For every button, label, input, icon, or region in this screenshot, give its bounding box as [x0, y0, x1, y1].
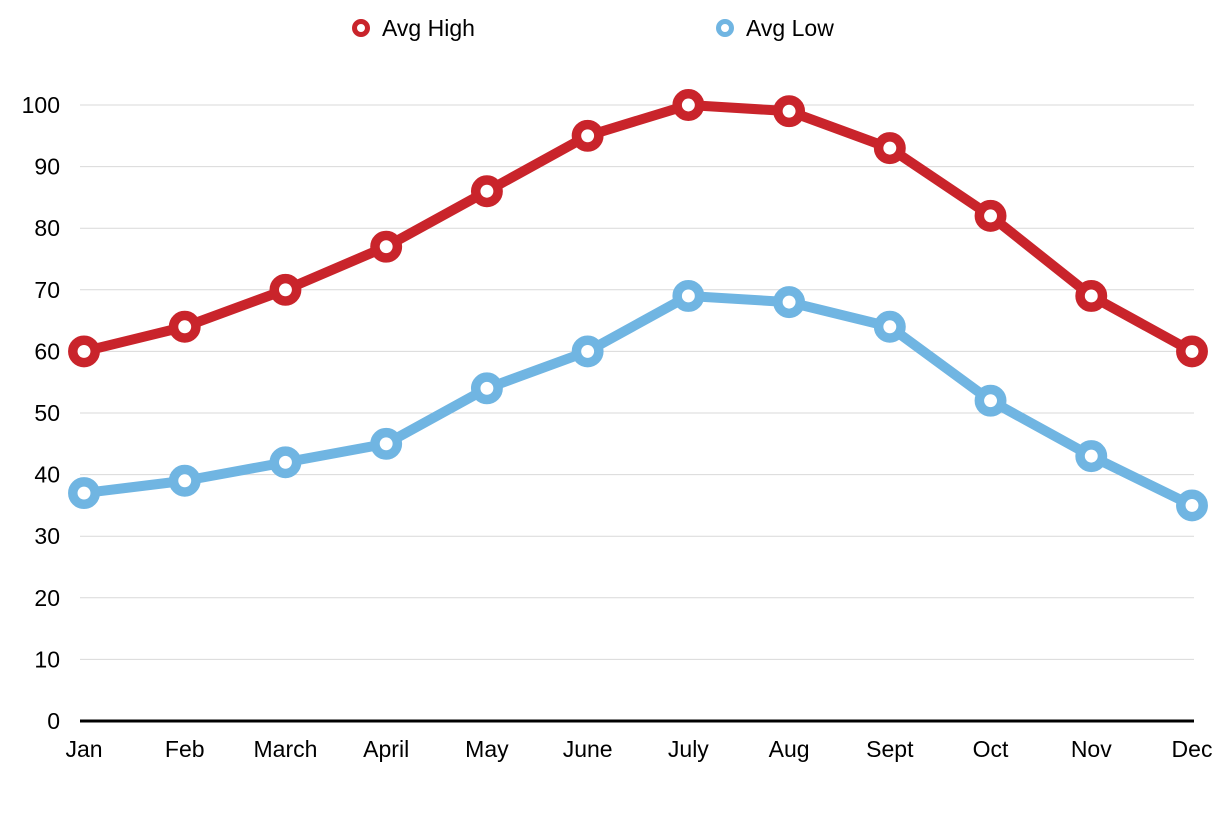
series-avg-low: [68, 280, 1208, 522]
series-avg-low-line: [79, 290, 1197, 511]
series-avg-high-marker: [269, 273, 302, 306]
legend-label-avg-high: Avg High: [382, 15, 475, 41]
y-tick-label: 100: [22, 92, 60, 118]
series-avg-high-line: [79, 100, 1197, 357]
series-avg-high-marker: [1176, 335, 1208, 368]
series-avg-high-marker: [974, 199, 1007, 232]
series-avg-high-marker: [470, 175, 503, 208]
series-avg-high-marker: [1075, 280, 1108, 312]
series-avg-low-marker: [68, 477, 100, 510]
avg-low-legend-marker-icon: [716, 19, 734, 37]
y-gridlines: [80, 104, 1194, 723]
series-avg-low-marker: [269, 446, 302, 479]
y-tick-label: 90: [34, 154, 60, 180]
series-avg-high-marker: [672, 89, 705, 121]
series-avg-high: [68, 89, 1208, 368]
series-avg-high-marker: [168, 310, 201, 343]
y-tick-label: 60: [34, 338, 60, 364]
avg-high-legend-marker-icon: [352, 19, 370, 37]
y-axis-tick-labels: 0 10 20 30 40 50 60 70 80 90 100: [22, 92, 60, 734]
y-tick-label: 50: [34, 400, 60, 426]
y-tick-label: 10: [34, 646, 60, 672]
x-tick-label: April: [363, 736, 409, 762]
legend-item-avg-low: Avg Low: [716, 15, 834, 41]
x-tick-label: Sept: [866, 736, 914, 762]
series-avg-high-marker: [773, 95, 806, 128]
series-avg-low-marker: [470, 372, 503, 405]
series-avg-low-marker: [672, 280, 705, 312]
series-avg-low-marker: [168, 464, 201, 497]
chart-legend: Avg High Avg Low: [0, 0, 1224, 56]
series-avg-low-marker: [974, 384, 1007, 417]
series-avg-high-marker: [571, 119, 604, 152]
y-tick-label: 20: [34, 585, 60, 611]
x-axis-tick-labels: Jan Feb March April May June July Aug Sept Oct Nov…: [65, 736, 1212, 762]
legend-item-avg-high: Avg High: [352, 15, 475, 41]
series-avg-low-marker: [773, 286, 806, 319]
series-avg-high-marker: [370, 230, 403, 263]
series-avg-low-marker: [1075, 440, 1108, 473]
y-tick-label: 70: [34, 277, 60, 303]
x-tick-label: June: [563, 736, 613, 762]
series-avg-high-marker: [68, 335, 100, 368]
x-tick-label: July: [668, 736, 709, 762]
series-avg-high-marker: [873, 132, 906, 165]
series-avg-low-marker: [1176, 489, 1208, 522]
x-tick-label: Dec: [1172, 736, 1213, 762]
legend-label-avg-low: Avg Low: [746, 15, 834, 41]
x-tick-label: Feb: [165, 736, 205, 762]
x-tick-label: Oct: [973, 736, 1009, 762]
x-tick-label: Nov: [1071, 736, 1112, 762]
series-avg-low-marker: [873, 310, 906, 343]
series-avg-low-marker: [571, 335, 604, 368]
x-tick-label: Aug: [769, 736, 810, 762]
y-tick-label: 40: [34, 462, 60, 488]
x-tick-label: Jan: [65, 736, 102, 762]
y-tick-label: 30: [34, 523, 60, 549]
x-tick-label: March: [254, 736, 318, 762]
y-tick-label: 80: [34, 215, 60, 241]
x-tick-label: May: [465, 736, 509, 762]
series-avg-low-marker: [370, 427, 403, 460]
y-tick-label: 0: [47, 708, 60, 734]
